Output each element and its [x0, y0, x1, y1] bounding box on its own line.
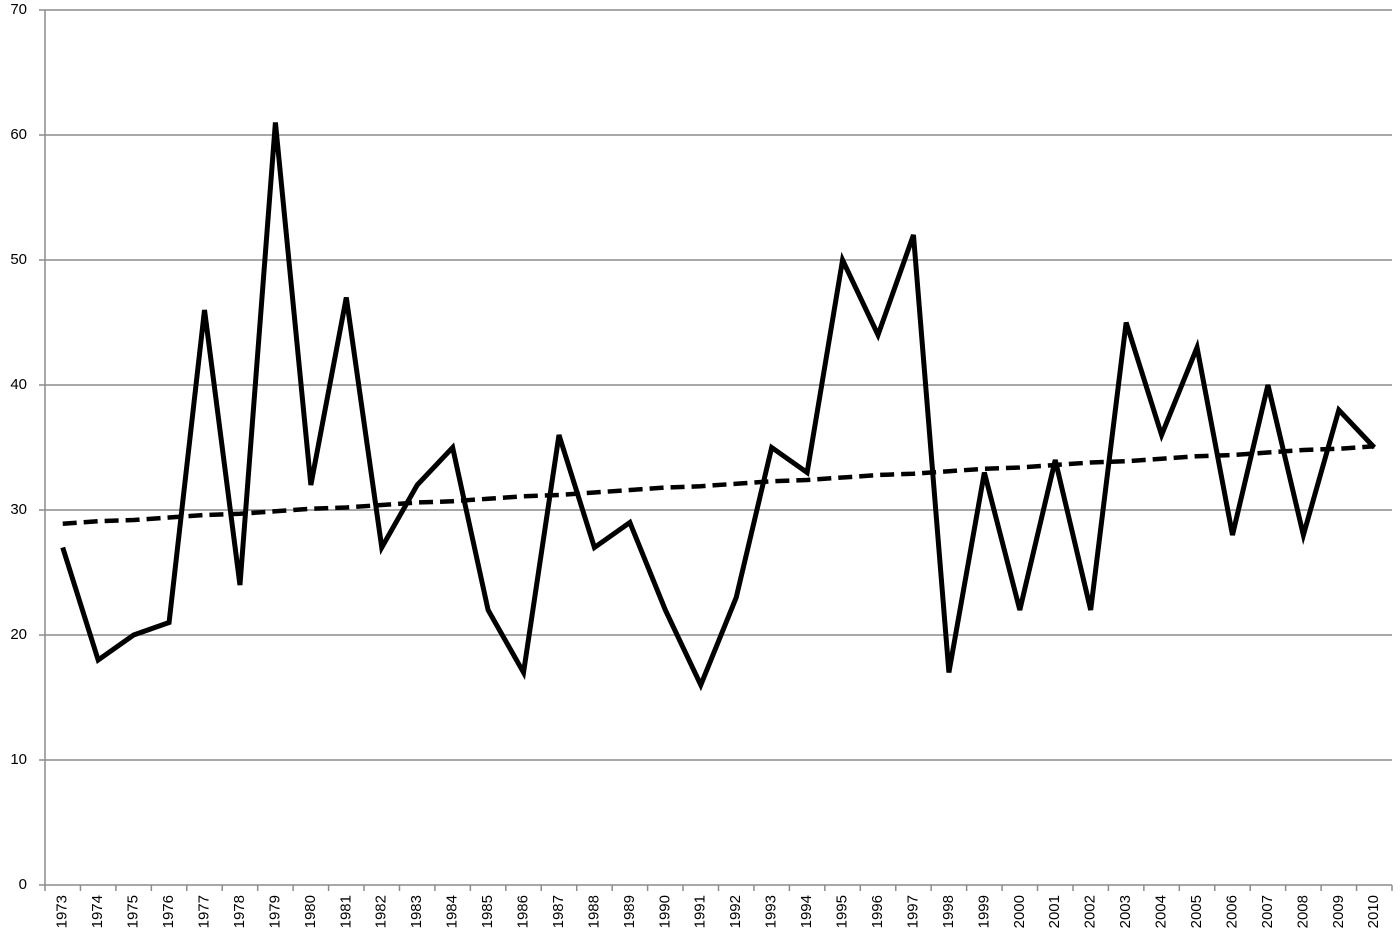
- y-tick-label: 40: [10, 376, 27, 393]
- y-tick-label: 50: [10, 251, 27, 268]
- y-tick-label: 10: [10, 751, 27, 768]
- x-tick-label: 1980: [302, 895, 319, 928]
- x-tick-label: 1986: [515, 895, 532, 928]
- x-tick-label: 2008: [1294, 895, 1311, 928]
- y-tick-label: 70: [10, 1, 27, 18]
- x-tick-label: 1973: [54, 895, 71, 928]
- data-line: [60, 122, 1377, 692]
- x-tick-label: 1985: [479, 895, 496, 928]
- x-tick-label: 1987: [550, 895, 567, 928]
- x-tick-label: 1997: [904, 895, 921, 928]
- x-tick-label: 1979: [266, 895, 283, 928]
- x-tick-label: 1995: [834, 895, 851, 928]
- x-tick-label: 2003: [1117, 895, 1134, 928]
- x-tick-label: 1992: [727, 895, 744, 928]
- y-tick-label: 20: [10, 626, 27, 643]
- x-tick-label: 1988: [585, 895, 602, 928]
- x-tick-label: 2001: [1046, 895, 1063, 928]
- x-tick-label: 1983: [408, 895, 425, 928]
- x-tick-label: 2009: [1330, 895, 1347, 928]
- x-tick-label: 2010: [1365, 895, 1382, 928]
- y-tick-label: 0: [19, 876, 27, 893]
- x-tick-label: 1999: [975, 895, 992, 928]
- x-tick-label: 2006: [1223, 895, 1240, 928]
- x-tick-label: 2002: [1082, 895, 1099, 928]
- x-tick-label: 1976: [160, 895, 177, 928]
- x-tick-label: 1989: [621, 895, 638, 928]
- x-tick-label: 1975: [125, 895, 142, 928]
- x-tick-label: 1981: [337, 895, 354, 928]
- x-tick-label: 1996: [869, 895, 886, 928]
- trend-line: [62, 444, 1375, 526]
- x-tick-label: 1998: [940, 895, 957, 928]
- x-tick-label: 2005: [1188, 895, 1205, 928]
- x-tick-label: 1984: [444, 895, 461, 928]
- x-tick-label: 1982: [373, 895, 390, 928]
- x-tick-label: 1978: [231, 895, 248, 928]
- y-tick-label: 30: [10, 501, 27, 518]
- x-tick-label: 1974: [89, 895, 106, 928]
- x-tick-label: 2007: [1259, 895, 1276, 928]
- x-tick-label: 1990: [656, 895, 673, 928]
- x-tick-label: 1977: [195, 895, 212, 928]
- x-tick-label: 2000: [1011, 895, 1028, 928]
- x-tick-label: 1993: [763, 895, 780, 928]
- x-tick-label: 2004: [1153, 895, 1170, 928]
- x-tick-label: 1994: [798, 895, 815, 928]
- x-tick-label: 1991: [692, 895, 709, 928]
- y-tick-label: 60: [10, 126, 27, 143]
